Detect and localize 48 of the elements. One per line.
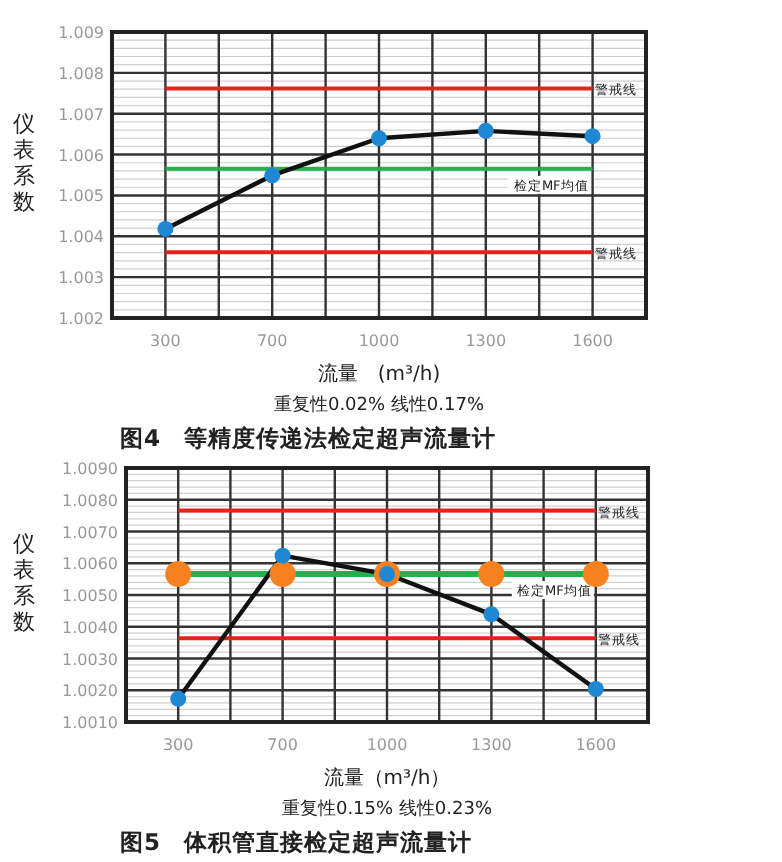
- text: 重复性0.15% 线性0.23%: [281, 798, 493, 820]
- point: [477, 122, 494, 139]
- point: [157, 220, 174, 237]
- y-tick-label: 1.008: [58, 64, 104, 83]
- y-tick-label: 1.005: [58, 187, 104, 206]
- y-tick-label: 1.0070: [62, 523, 118, 542]
- y-tick-label: 1.0040: [62, 618, 118, 637]
- point: [165, 561, 192, 588]
- point: [269, 561, 296, 588]
- point: [584, 128, 601, 145]
- x-axis-title: 流量 (m³/h): [317, 362, 441, 386]
- y-tick-label: 1.0010: [62, 714, 118, 732]
- x-tick-label: 700: [267, 736, 298, 754]
- x-tick-label: 1300: [471, 736, 512, 754]
- y-tick-label: 1.0090: [62, 460, 118, 478]
- y-tick-label: 1.007: [58, 105, 104, 124]
- y-axis-title: 仪表系数: [13, 111, 35, 215]
- y-tick-label: 1.0030: [62, 650, 118, 669]
- x-tick-label: 1600: [572, 332, 613, 350]
- point: [483, 606, 500, 623]
- x-tick-label: 700: [256, 332, 288, 350]
- x-axis-title: 流量（m³/h）: [323, 766, 451, 790]
- point: [274, 547, 291, 564]
- point: [582, 561, 609, 588]
- point: [587, 680, 604, 697]
- y-tick-label: 1.006: [58, 146, 104, 165]
- y-tick-label: 1.0050: [62, 587, 118, 605]
- point: [478, 561, 505, 588]
- x-tick-label: 1300: [465, 332, 507, 350]
- x-tick-label: 1000: [366, 736, 408, 754]
- x-tick-label: 1000: [358, 332, 400, 350]
- y-tick-label: 1.0080: [62, 491, 118, 510]
- x-tick-label: 1600: [575, 736, 617, 754]
- point: [170, 690, 187, 707]
- y-tick-label: 1.002: [58, 310, 104, 328]
- text: 图4 等精度传递法检定超声流量计: [120, 424, 497, 452]
- point: [264, 167, 281, 184]
- y-tick-label: 1.0020: [62, 682, 118, 701]
- y-tick-label: 1.004: [58, 228, 104, 247]
- text: 图5 体积管直接检定超声流量计: [120, 828, 473, 856]
- y-tick-label: 1.009: [58, 24, 104, 42]
- text: 重复性0.02% 线性0.17%: [273, 394, 485, 416]
- x-tick-label: 300: [162, 736, 194, 754]
- point: [371, 130, 387, 147]
- y-axis-title: 仪表系数: [13, 531, 35, 635]
- y-tick-label: 1.003: [58, 269, 104, 288]
- y-tick-label: 1.0060: [62, 555, 118, 574]
- x-tick-label: 300: [150, 332, 181, 350]
